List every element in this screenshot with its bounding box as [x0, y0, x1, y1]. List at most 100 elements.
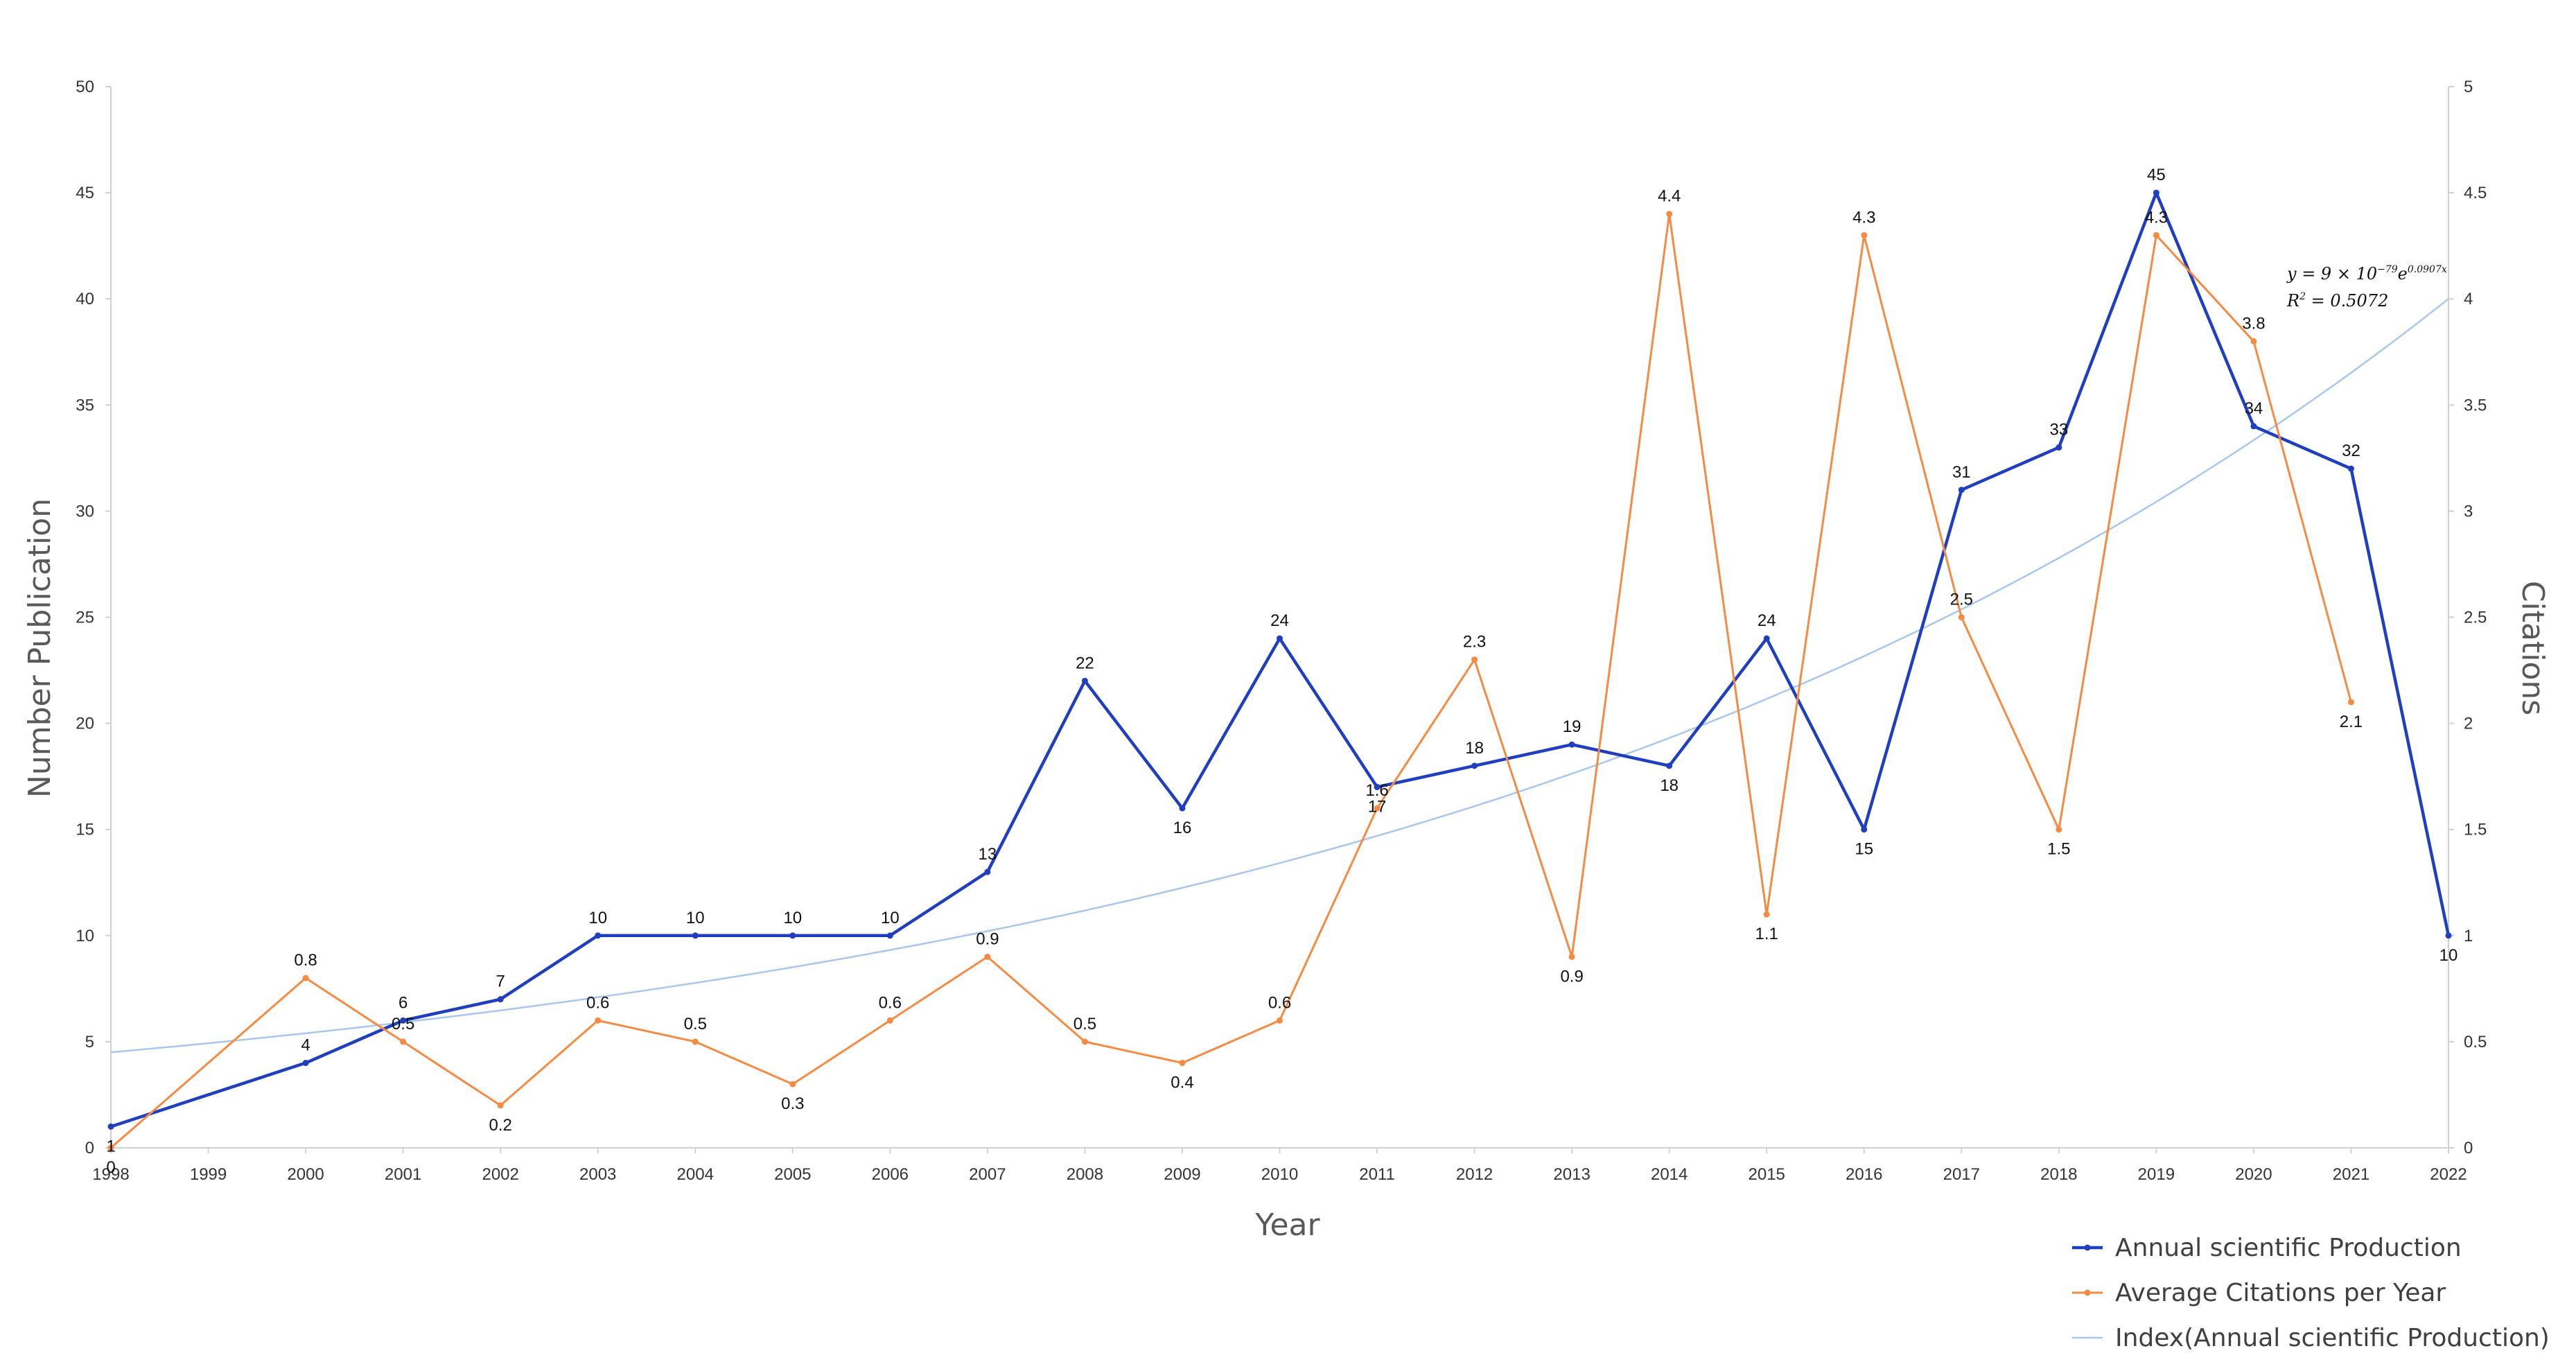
y-tick-label: 30 [76, 502, 94, 521]
production-data-label: 18 [1660, 776, 1679, 795]
y2-tick-label: 4 [2464, 290, 2473, 308]
y-tick-label: 15 [76, 821, 94, 839]
y2-tick-label: 2.5 [2464, 609, 2487, 627]
x-tick-label: 2017 [1943, 1165, 1980, 1184]
production-data-label: 16 [1173, 819, 1192, 837]
y2-tick-label: 3.5 [2464, 396, 2487, 414]
production-data-label: 10 [588, 909, 607, 927]
legend-marker-production [2084, 1244, 2091, 1251]
y2-tick-label: 0.5 [2464, 1033, 2487, 1051]
citations-point [692, 1038, 699, 1045]
citations-line [110, 213, 2352, 1149]
production-point [1374, 783, 1381, 790]
production-point [2445, 932, 2452, 939]
x-tick-label: 2009 [1164, 1165, 1200, 1184]
y-tick-label: 45 [76, 184, 94, 202]
citations-data-label: 2.5 [1950, 591, 1973, 609]
citations-data-label: 4.4 [1658, 187, 1681, 206]
production-data-label: 45 [2147, 166, 2166, 184]
production-data-label: 19 [1563, 717, 1581, 736]
production-point [1081, 677, 1088, 684]
svg-text:R2 = 0.5072: R2 = 0.5072 [2286, 291, 2388, 311]
citations-point [2250, 338, 2257, 344]
production-data-label: 6 [398, 993, 408, 1012]
svg-text:y = 9 × 10−79e0.0907x: y = 9 × 10−79e0.0907x [2286, 264, 2447, 283]
production-point [400, 1017, 407, 1024]
production-data-label: 18 [1465, 739, 1484, 758]
x-tick-label: 1999 [190, 1165, 227, 1184]
y2-tick-label: 2 [2464, 715, 2473, 733]
y2-tick-label: 4.5 [2464, 184, 2487, 202]
x-tick-label: 2000 [287, 1165, 324, 1184]
legend: Annual scientific Production Average Cita… [2072, 1234, 2550, 1352]
citations-point [1179, 1060, 1186, 1067]
citations-data-label: 0.9 [976, 929, 999, 948]
y-tick-label: 10 [76, 927, 94, 945]
y-tick-label: 50 [76, 78, 94, 96]
production-point [692, 932, 699, 939]
citations-data-label: 0.4 [1171, 1074, 1193, 1092]
x-tick-label: 2006 [872, 1165, 909, 1184]
citations-point [1666, 211, 1673, 218]
equation-tail: e [2398, 264, 2408, 283]
production-point [886, 932, 893, 939]
r2-exponent: 2 [2299, 291, 2306, 302]
x-tick-label: 2001 [385, 1165, 421, 1184]
y-tick-label: 35 [76, 396, 94, 414]
citations-point [2153, 232, 2159, 238]
x-tick-label: 2003 [579, 1165, 616, 1184]
production-data-label: 15 [1855, 840, 1873, 859]
production-point [2347, 465, 2354, 472]
citations-point [1277, 1017, 1283, 1024]
citations-data-label: 0.8 [294, 951, 317, 970]
citations-point [302, 975, 309, 981]
production-point [1179, 805, 1186, 812]
production-point [1666, 762, 1673, 769]
citations-data-label: 0.5 [1074, 1015, 1096, 1033]
production-data-label: 13 [979, 845, 997, 864]
production-point [789, 932, 796, 939]
r2-label: R [2286, 291, 2299, 311]
citations-point [1763, 911, 1770, 918]
production-point [595, 932, 602, 939]
x-tick-label: 2004 [677, 1165, 714, 1184]
production-data-label: 10 [783, 909, 802, 927]
equation-tail-exponent: 0.0907x [2408, 264, 2447, 275]
production-data-label: 32 [2342, 442, 2360, 460]
x-tick-label: 2021 [2333, 1165, 2369, 1184]
y-tick-label: 0 [85, 1139, 94, 1158]
production-data-label: 31 [1952, 463, 1971, 482]
trendline-index [110, 298, 2449, 1054]
citations-data-label: 0.3 [781, 1094, 804, 1113]
production-point [2250, 423, 2257, 430]
production-point [984, 868, 991, 875]
citations-data-label: 0.9 [1560, 967, 1583, 986]
r2-value: = 0.5072 [2306, 291, 2388, 311]
x-tick-label: 2011 [1359, 1165, 1395, 1184]
x-tick-label: 2005 [774, 1165, 811, 1184]
citations-data-label: 0.6 [586, 993, 609, 1012]
x-tick-label: 2008 [1067, 1165, 1103, 1184]
citations-point [1568, 953, 1575, 960]
production-data-label: 24 [1758, 611, 1776, 630]
x-tick-label: 2013 [1553, 1165, 1590, 1184]
production-point [2056, 444, 2062, 451]
x-tick-label: 2019 [2138, 1165, 2175, 1184]
citations-data-label: 4.3 [1852, 208, 1875, 227]
equation-base: y = 9 × 10 [2286, 264, 2377, 283]
legend-label-citations: Average Citations per Year [2115, 1279, 2446, 1307]
x-tick-label: 2022 [2430, 1165, 2467, 1184]
x-axis-title: Year [1254, 1207, 1320, 1243]
citations-data-label: 3.8 [2242, 314, 2265, 333]
x-tick-label: 1998 [92, 1165, 129, 1184]
axes: 0510152025303540455000.511.522.533.544.5… [76, 78, 2487, 1184]
x-tick-label: 2020 [2235, 1165, 2272, 1184]
citations-data-label: 0.2 [489, 1116, 511, 1135]
citations-data-label: 0.5 [684, 1015, 707, 1033]
citations-data-label: 1.6 [1365, 781, 1388, 800]
production-data-label: 1 [106, 1137, 115, 1155]
x-tick-label: 2002 [482, 1165, 518, 1184]
production-point [1277, 635, 1283, 642]
y2-tick-label: 1 [2464, 927, 2473, 945]
citations-point [1861, 232, 1868, 238]
